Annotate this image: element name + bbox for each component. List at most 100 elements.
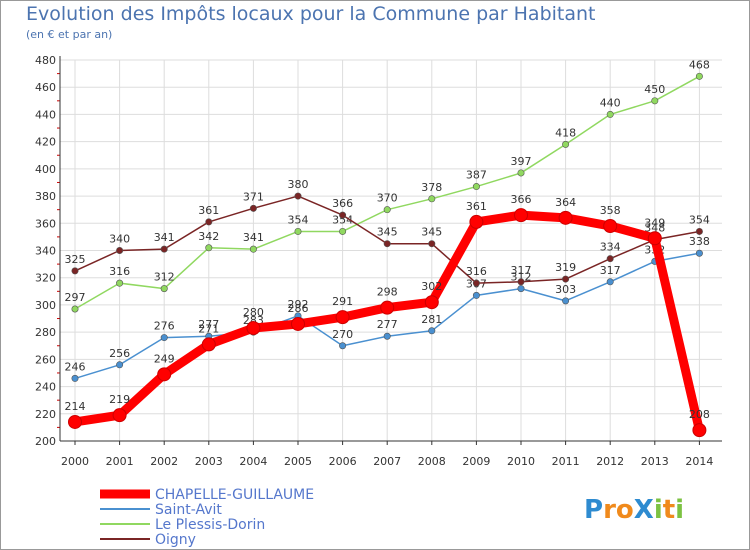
- data-label: 397: [511, 155, 532, 168]
- data-point: [428, 195, 436, 203]
- data-point: [428, 327, 436, 335]
- data-label: 348: [644, 222, 665, 235]
- data-point: [249, 245, 257, 253]
- data-point: [112, 408, 127, 423]
- data-label: 292: [288, 298, 309, 311]
- data-label: 316: [466, 265, 487, 278]
- data-label: 319: [555, 261, 576, 274]
- x-tick-label: 2012: [596, 455, 624, 468]
- data-point: [606, 278, 614, 286]
- data-label: 345: [377, 226, 398, 239]
- data-point: [647, 231, 662, 246]
- x-tick-label: 2006: [329, 455, 357, 468]
- data-point: [294, 192, 302, 200]
- data-label: 276: [154, 320, 175, 333]
- data-label: 246: [65, 360, 86, 373]
- svg-text:ProXiti: ProXiti: [584, 495, 684, 525]
- data-point: [339, 227, 347, 235]
- data-point: [517, 278, 525, 286]
- chart-subtitle: (en € et par an): [26, 28, 113, 41]
- y-tick-label: 260: [35, 353, 56, 366]
- data-point: [71, 374, 79, 382]
- data-label: 361: [198, 204, 219, 217]
- data-point: [205, 218, 213, 226]
- legend-label: CHAPELLE-GUILLAUME: [155, 487, 314, 503]
- y-tick-label: 300: [35, 299, 56, 312]
- data-label: 280: [243, 306, 264, 319]
- y-tick-label: 340: [35, 245, 56, 258]
- data-label: 271: [198, 322, 219, 335]
- data-point: [692, 423, 707, 438]
- data-point: [514, 208, 528, 223]
- data-point: [160, 285, 168, 293]
- data-point: [291, 316, 305, 331]
- data-point: [472, 291, 480, 299]
- data-label: 214: [65, 400, 86, 413]
- data-point: [472, 279, 480, 287]
- data-point: [606, 110, 614, 118]
- data-point: [558, 210, 573, 225]
- data-point: [695, 72, 703, 80]
- data-label: 387: [466, 169, 487, 182]
- data-point: [160, 245, 168, 253]
- x-tick-label: 2005: [284, 455, 312, 468]
- data-label: 378: [421, 181, 442, 194]
- data-point: [606, 255, 614, 263]
- data-label: 366: [332, 197, 353, 210]
- data-label: 380: [288, 178, 309, 191]
- data-point: [383, 332, 391, 340]
- y-tick-label: 200: [35, 435, 56, 448]
- data-point: [335, 310, 350, 325]
- data-label: 361: [466, 200, 487, 213]
- data-label: 341: [243, 231, 264, 244]
- y-tick-label: 280: [35, 326, 56, 339]
- data-point: [380, 300, 395, 315]
- y-tick-label: 220: [35, 408, 56, 421]
- data-point: [116, 247, 124, 255]
- data-label: 277: [198, 318, 219, 331]
- data-label: 316: [109, 265, 130, 278]
- x-tick-label: 2002: [150, 455, 178, 468]
- x-tick-label: 2014: [685, 455, 713, 468]
- chart-title: Evolution des Impôts locaux pour la Comm…: [26, 3, 596, 25]
- data-label: 312: [511, 271, 532, 284]
- data-label: 354: [332, 213, 353, 226]
- data-point: [116, 279, 124, 287]
- data-label: 312: [154, 271, 175, 284]
- x-tick-label: 2011: [552, 455, 580, 468]
- legend-label: Saint-Avit: [155, 502, 222, 518]
- x-tick-label: 2000: [61, 455, 89, 468]
- y-tick-label: 360: [35, 217, 56, 230]
- data-label: 450: [644, 83, 665, 96]
- data-point: [157, 367, 172, 382]
- data-point: [383, 240, 391, 248]
- data-point: [201, 337, 216, 352]
- legend-label: Oigny: [155, 532, 196, 548]
- data-point: [205, 244, 213, 252]
- data-point: [383, 206, 391, 214]
- x-tick-label: 2007: [373, 455, 401, 468]
- data-label: 358: [600, 204, 621, 217]
- data-point: [603, 219, 618, 234]
- y-tick-label: 480: [35, 54, 56, 67]
- data-label: 256: [109, 347, 130, 360]
- y-tick-label: 400: [35, 163, 56, 176]
- y-tick-label: 460: [35, 81, 56, 94]
- data-point: [249, 204, 257, 212]
- x-tick-label: 2008: [418, 455, 446, 468]
- data-label: 303: [555, 283, 576, 296]
- data-label: 371: [243, 190, 264, 203]
- data-label: 338: [689, 235, 710, 248]
- data-label: 354: [288, 213, 309, 226]
- x-tick-label: 2013: [641, 455, 669, 468]
- data-label: 281: [421, 313, 442, 326]
- data-label: 342: [198, 230, 219, 243]
- data-point: [562, 275, 570, 283]
- data-point: [339, 342, 347, 350]
- data-label: 291: [332, 295, 353, 308]
- x-tick-label: 2010: [507, 455, 535, 468]
- data-point: [428, 240, 436, 248]
- data-label: 440: [600, 96, 621, 109]
- data-point: [424, 295, 439, 310]
